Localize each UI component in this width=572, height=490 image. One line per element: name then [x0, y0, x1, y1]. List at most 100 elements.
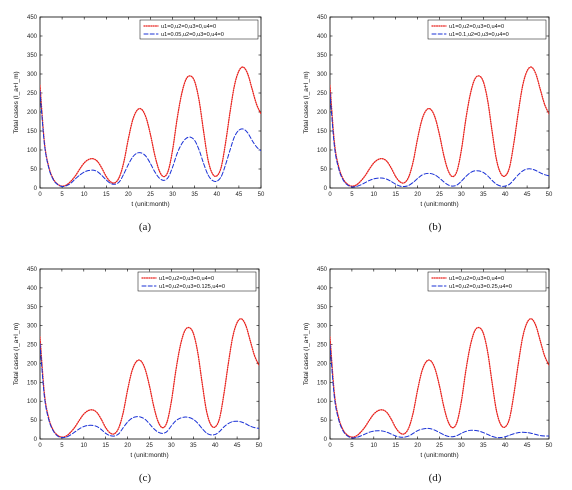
x-tick-label: 45 [524, 443, 531, 449]
data-point [79, 428, 80, 430]
data-point [249, 425, 251, 427]
data-point [412, 432, 414, 434]
y-tick-label: 400 [27, 286, 38, 292]
y-tick-label: 150 [27, 129, 38, 135]
data-point [162, 427, 163, 429]
data-point [162, 432, 163, 434]
data-point [461, 149, 462, 151]
data-point [234, 136, 235, 138]
legend-frame [139, 19, 259, 40]
data-point [144, 419, 146, 420]
y-tick-label: 0 [324, 437, 328, 443]
x-tick-label: 10 [80, 443, 87, 449]
data-point [136, 152, 138, 154]
data-point [504, 436, 506, 438]
data-point [207, 159, 209, 160]
data-point [404, 182, 405, 184]
x-tick-label: 15 [392, 443, 399, 449]
y-tick-label: 400 [317, 286, 328, 292]
data-point [105, 432, 107, 434]
data-point [258, 428, 259, 429]
data-point [539, 88, 541, 90]
data-point [75, 178, 76, 180]
x-tick-label: 10 [370, 443, 377, 449]
data-point [535, 434, 537, 435]
data-point [390, 167, 392, 169]
data-point [347, 435, 348, 437]
legend-label-2: u1=0,u2=0,u3=0.125,u4=0 [159, 284, 225, 290]
x-tick-label: 35 [480, 192, 487, 198]
data-point [144, 368, 146, 370]
legend: u1=0,u2=0,u3=0,u4=0 u1=0.1,u2=0,u3=0,u4=0 [427, 19, 547, 40]
data-point [101, 167, 103, 169]
data-point [83, 162, 85, 164]
data-point [447, 421, 449, 423]
data-point [157, 421, 159, 423]
data-point [212, 180, 213, 181]
data-point [548, 435, 549, 437]
data-point [456, 170, 458, 172]
data-point [70, 180, 72, 182]
data-point [181, 94, 182, 96]
data-point [434, 174, 436, 176]
chart-panel-a: 0 5 10 15 20 25 30 35 40 45 50 0 50 100 150 200 250 300 35… [13, 15, 265, 233]
x-tick-label: 35 [480, 443, 487, 449]
data-point [426, 428, 427, 429]
data-point [412, 161, 414, 162]
data-point [131, 370, 133, 372]
data-point [443, 406, 445, 408]
data-point [194, 81, 196, 82]
data-point [166, 421, 168, 423]
data-point [48, 167, 50, 169]
x-tick-label: 15 [102, 443, 109, 449]
y-tick-label: 450 [27, 267, 38, 273]
panel-caption: (a) [139, 221, 152, 233]
data-point [220, 166, 222, 168]
x-tick-label: 0 [328, 443, 332, 449]
data-point [430, 108, 432, 110]
legend-label-1: u1=0,u2=0,u3=0,u4=0 [449, 24, 504, 30]
data-point [184, 330, 185, 332]
x-tick-label: 20 [414, 443, 421, 449]
data-point [201, 381, 203, 383]
data-point [360, 184, 362, 186]
data-point [92, 425, 93, 426]
data-point [395, 427, 397, 429]
data-point [145, 117, 147, 119]
data-point [172, 166, 173, 168]
y-tick-label: 300 [317, 324, 328, 330]
data-point [487, 434, 489, 435]
data-point [531, 168, 532, 170]
x-tick-label: 45 [236, 192, 243, 198]
x-tick-label: 40 [502, 192, 509, 198]
data-point [118, 427, 120, 429]
data-point [377, 410, 379, 412]
y-tick-label: 0 [324, 186, 328, 192]
data-point [360, 431, 362, 433]
data-point [179, 417, 181, 419]
data-point [535, 73, 537, 75]
data-point [241, 318, 242, 320]
data-point [548, 364, 549, 366]
data-point [544, 355, 545, 357]
data-point [249, 340, 251, 342]
data-point [110, 183, 112, 184]
data-point [114, 182, 116, 184]
data-point [238, 70, 240, 72]
series-points-2 [330, 344, 549, 439]
data-point [373, 178, 375, 180]
data-point [509, 434, 510, 436]
data-point [247, 73, 249, 75]
data-point [526, 168, 528, 170]
data-point [123, 161, 125, 162]
x-tick-label: 5 [350, 192, 354, 198]
data-point [258, 364, 259, 366]
series-points-2 [40, 90, 261, 187]
legend-label-1: u1=0,u2=0,u3=0,u4=0 [449, 276, 504, 282]
x-tick-label: 30 [458, 192, 465, 198]
data-point [330, 92, 331, 94]
data-point [214, 434, 216, 435]
y-tick-label: 150 [317, 380, 328, 386]
series-points-2 [330, 92, 549, 188]
x-axis-label: t (unit:month) [130, 452, 168, 459]
